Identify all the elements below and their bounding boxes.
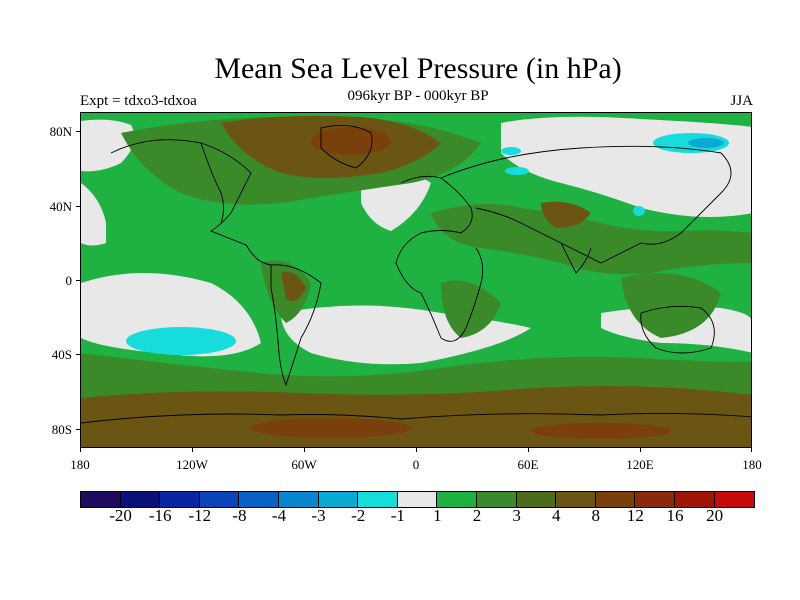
- lat-label-0: 0: [65, 273, 73, 288]
- colorbar-swatch: [318, 492, 359, 507]
- colorbar-swatch: [674, 492, 715, 507]
- colorbar-label: -12: [188, 506, 212, 525]
- colorbar-label: -2: [351, 506, 366, 525]
- colorbar-swatch: [476, 492, 517, 507]
- colorbar-swatch: [437, 492, 477, 507]
- colorbar-label: 8: [591, 506, 601, 525]
- colorbar: [80, 491, 756, 508]
- colorbar-swatch: [81, 492, 121, 507]
- colorbar-label: 20: [706, 506, 724, 525]
- lat-tick: [76, 280, 80, 281]
- lat-label-80s: 80S: [51, 422, 72, 437]
- colorbar-label: 4: [551, 506, 561, 525]
- lat-tick: [76, 354, 80, 355]
- lon-label-120w: 120W: [176, 457, 208, 472]
- colorbar-label: -20: [109, 506, 132, 525]
- colorbar-swatch: [358, 492, 398, 507]
- colorbar-swatch: [278, 492, 319, 507]
- lon-label-180e: 180: [742, 457, 762, 472]
- lon-label-180w: 180: [70, 457, 90, 472]
- colorbar-label: -8: [232, 506, 247, 525]
- colorbar-label: 1: [433, 506, 442, 525]
- negative-anomalies: [126, 133, 729, 355]
- pressure-anomaly-map: [80, 112, 752, 448]
- lon-label-0: 0: [412, 457, 420, 472]
- colorbar-swatch: [556, 492, 596, 507]
- lon-tick: [751, 448, 752, 452]
- lon-tick: [640, 448, 641, 452]
- chart-subtitle: 096kyr BP - 000kyr BP: [347, 88, 489, 104]
- colorbar-swatch: [516, 492, 557, 507]
- chart-title: Mean Sea Level Pressure (in hPa): [214, 52, 622, 85]
- colorbar-swatch: [635, 492, 675, 507]
- peak-positive-anomalies: [251, 127, 671, 439]
- lat-label-40s: 40S: [51, 347, 72, 362]
- lon-tick: [416, 448, 417, 452]
- colorbar-swatch: [595, 492, 636, 507]
- experiment-label: Expt = tdxo3-tdxoa: [80, 93, 197, 109]
- colorbar-swatch: [714, 492, 755, 507]
- colorbar-label: 12: [626, 506, 644, 525]
- season-label: JJA: [730, 93, 753, 109]
- colorbar-label: -1: [390, 506, 405, 525]
- lon-tick: [192, 448, 193, 452]
- colorbar-swatch: [199, 492, 240, 507]
- colorbar-label: -4: [271, 506, 287, 525]
- lat-label-80n: 80N: [49, 124, 72, 139]
- colorbar-label: -3: [311, 506, 326, 525]
- colorbar-swatch: [239, 492, 279, 507]
- lat-tick: [76, 429, 80, 430]
- lon-tick: [528, 448, 529, 452]
- map-canvas: [81, 113, 751, 447]
- colorbar-swatch: [120, 492, 161, 507]
- lon-tick: [304, 448, 305, 452]
- colorbar-swatch: [160, 492, 200, 507]
- lat-tick: [76, 131, 80, 132]
- lon-label-60w: 60W: [291, 457, 317, 472]
- colorbar-swatch: [397, 492, 438, 507]
- coastlines: [81, 124, 751, 424]
- lat-tick: [76, 206, 80, 207]
- lon-label-60e: 60E: [517, 457, 539, 472]
- lon-label-120e: 120E: [626, 457, 654, 472]
- colorbar-label: 16: [666, 506, 684, 525]
- colorbar-label: -16: [148, 506, 172, 525]
- lon-tick: [80, 448, 81, 452]
- colorbar-label: 3: [512, 506, 521, 525]
- lat-label-40n: 40N: [49, 199, 72, 214]
- colorbar-label: 2: [472, 506, 482, 525]
